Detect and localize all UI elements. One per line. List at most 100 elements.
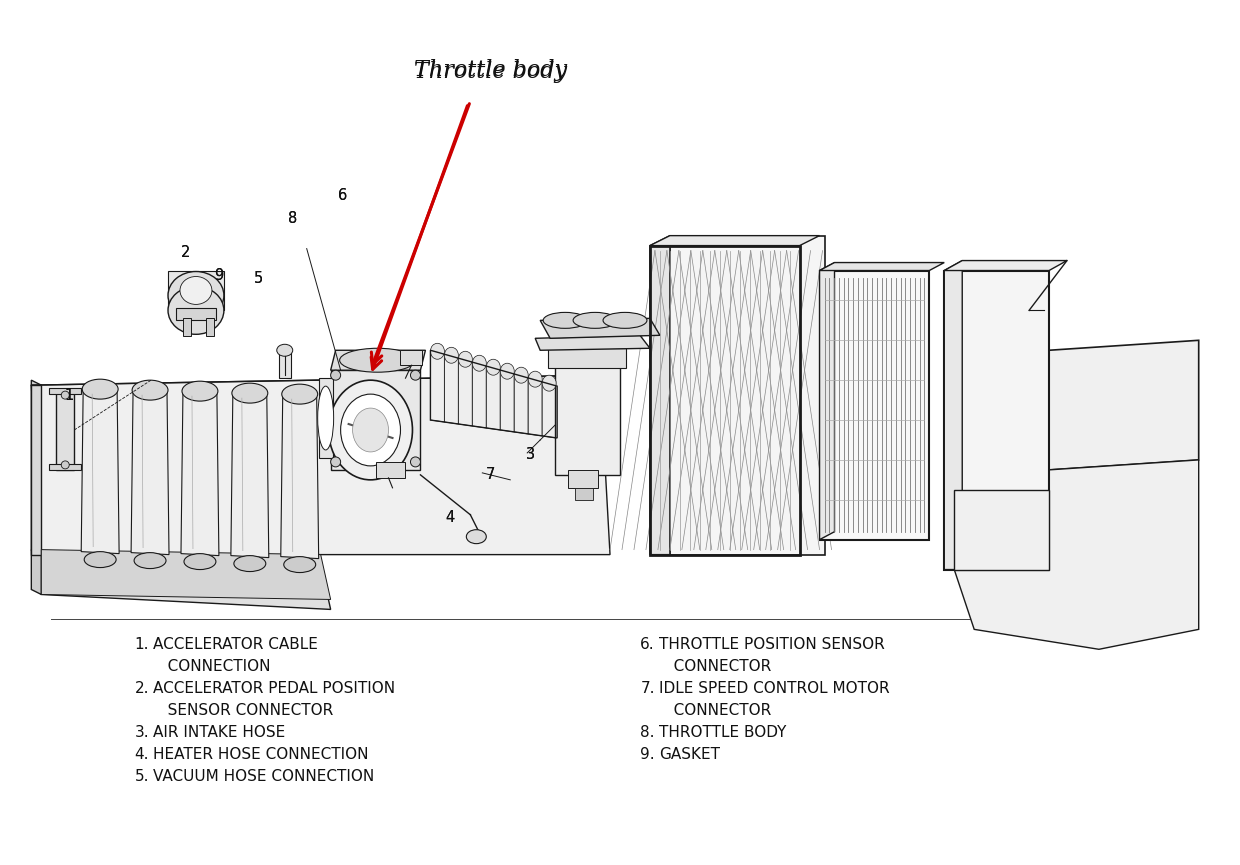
Ellipse shape — [180, 277, 212, 304]
Polygon shape — [31, 549, 331, 610]
Bar — [568, 470, 598, 488]
Text: VACUUM HOSE CONNECTION: VACUUM HOSE CONNECTION — [153, 769, 374, 784]
Text: CONNECTOR: CONNECTOR — [658, 703, 771, 718]
Polygon shape — [472, 362, 486, 428]
Text: 8: 8 — [288, 211, 298, 226]
Text: 3: 3 — [526, 447, 534, 463]
Text: ACCELERATOR CABLE: ACCELERATOR CABLE — [153, 638, 317, 652]
Text: 1: 1 — [64, 388, 74, 402]
Polygon shape — [500, 370, 515, 432]
Text: 1.: 1. — [135, 638, 149, 652]
Bar — [376, 462, 405, 477]
Ellipse shape — [232, 383, 268, 403]
Polygon shape — [528, 378, 542, 436]
Polygon shape — [820, 263, 835, 540]
Ellipse shape — [61, 391, 69, 399]
Ellipse shape — [603, 312, 647, 329]
Bar — [575, 488, 593, 500]
Polygon shape — [430, 350, 444, 422]
Polygon shape — [820, 263, 945, 271]
Polygon shape — [1049, 340, 1199, 470]
Text: GASKET: GASKET — [658, 747, 720, 762]
Polygon shape — [536, 336, 650, 350]
Bar — [167, 271, 224, 311]
Text: 5.: 5. — [135, 769, 149, 784]
Text: CONNECTOR: CONNECTOR — [658, 659, 771, 675]
Text: 4: 4 — [445, 510, 455, 525]
Ellipse shape — [515, 368, 528, 383]
Polygon shape — [945, 260, 962, 569]
Ellipse shape — [317, 386, 334, 450]
Polygon shape — [41, 549, 331, 599]
Ellipse shape — [340, 349, 415, 372]
Polygon shape — [31, 381, 41, 594]
Ellipse shape — [528, 371, 542, 388]
Polygon shape — [181, 389, 219, 555]
Polygon shape — [945, 260, 1066, 271]
Text: Throttle body: Throttle body — [414, 59, 567, 81]
Text: 9: 9 — [215, 268, 223, 283]
Polygon shape — [542, 382, 557, 438]
Bar — [319, 378, 332, 458]
Text: 7: 7 — [486, 467, 495, 483]
Ellipse shape — [472, 356, 486, 371]
Ellipse shape — [329, 381, 413, 480]
Polygon shape — [515, 375, 528, 434]
Polygon shape — [650, 235, 820, 246]
Bar — [184, 318, 191, 336]
Text: 2: 2 — [181, 245, 191, 260]
Bar — [945, 271, 1049, 569]
Text: 5: 5 — [254, 271, 263, 286]
Polygon shape — [280, 392, 319, 559]
Text: 2: 2 — [181, 245, 191, 260]
Text: 1: 1 — [64, 388, 74, 402]
Text: Throttle body: Throttle body — [414, 61, 567, 83]
Polygon shape — [486, 366, 500, 430]
Bar — [279, 350, 290, 378]
Bar — [650, 246, 800, 554]
Polygon shape — [231, 391, 269, 558]
Text: 6: 6 — [339, 189, 347, 203]
Ellipse shape — [500, 363, 515, 379]
Text: THROTTLE POSITION SENSOR: THROTTLE POSITION SENSOR — [658, 638, 884, 652]
Bar — [176, 309, 216, 320]
Text: 5: 5 — [254, 271, 263, 286]
Polygon shape — [31, 385, 41, 554]
Ellipse shape — [61, 461, 69, 469]
Text: 3.: 3. — [134, 725, 149, 740]
Text: ACCELERATOR PEDAL POSITION: ACCELERATOR PEDAL POSITION — [153, 682, 396, 696]
Ellipse shape — [182, 381, 218, 401]
Ellipse shape — [167, 286, 224, 334]
Text: HEATER HOSE CONNECTION: HEATER HOSE CONNECTION — [153, 747, 368, 762]
Bar — [50, 464, 81, 470]
Text: IDLE SPEED CONTROL MOTOR: IDLE SPEED CONTROL MOTOR — [658, 682, 889, 696]
Ellipse shape — [542, 375, 557, 391]
Polygon shape — [31, 375, 610, 554]
Polygon shape — [331, 350, 425, 370]
Ellipse shape — [134, 553, 166, 568]
Bar — [548, 349, 626, 368]
Text: 4.: 4. — [135, 747, 149, 762]
Ellipse shape — [82, 379, 118, 399]
Bar — [206, 318, 215, 336]
Bar — [56, 390, 74, 470]
Polygon shape — [541, 318, 660, 338]
Text: SENSOR CONNECTOR: SENSOR CONNECTOR — [153, 703, 334, 718]
Bar — [50, 388, 81, 394]
Polygon shape — [955, 460, 1199, 650]
Ellipse shape — [284, 556, 316, 573]
Ellipse shape — [281, 384, 317, 404]
Text: 6.: 6. — [640, 638, 655, 652]
Ellipse shape — [459, 351, 472, 368]
Ellipse shape — [84, 552, 117, 567]
Text: 4: 4 — [445, 510, 455, 525]
Text: 7: 7 — [486, 467, 495, 483]
Text: 3: 3 — [526, 447, 534, 463]
Text: 9.: 9. — [640, 747, 655, 762]
Ellipse shape — [573, 312, 618, 329]
Bar — [820, 271, 929, 540]
Ellipse shape — [341, 394, 401, 466]
Text: 8.: 8. — [640, 725, 655, 740]
Polygon shape — [650, 235, 670, 554]
Ellipse shape — [410, 370, 420, 381]
